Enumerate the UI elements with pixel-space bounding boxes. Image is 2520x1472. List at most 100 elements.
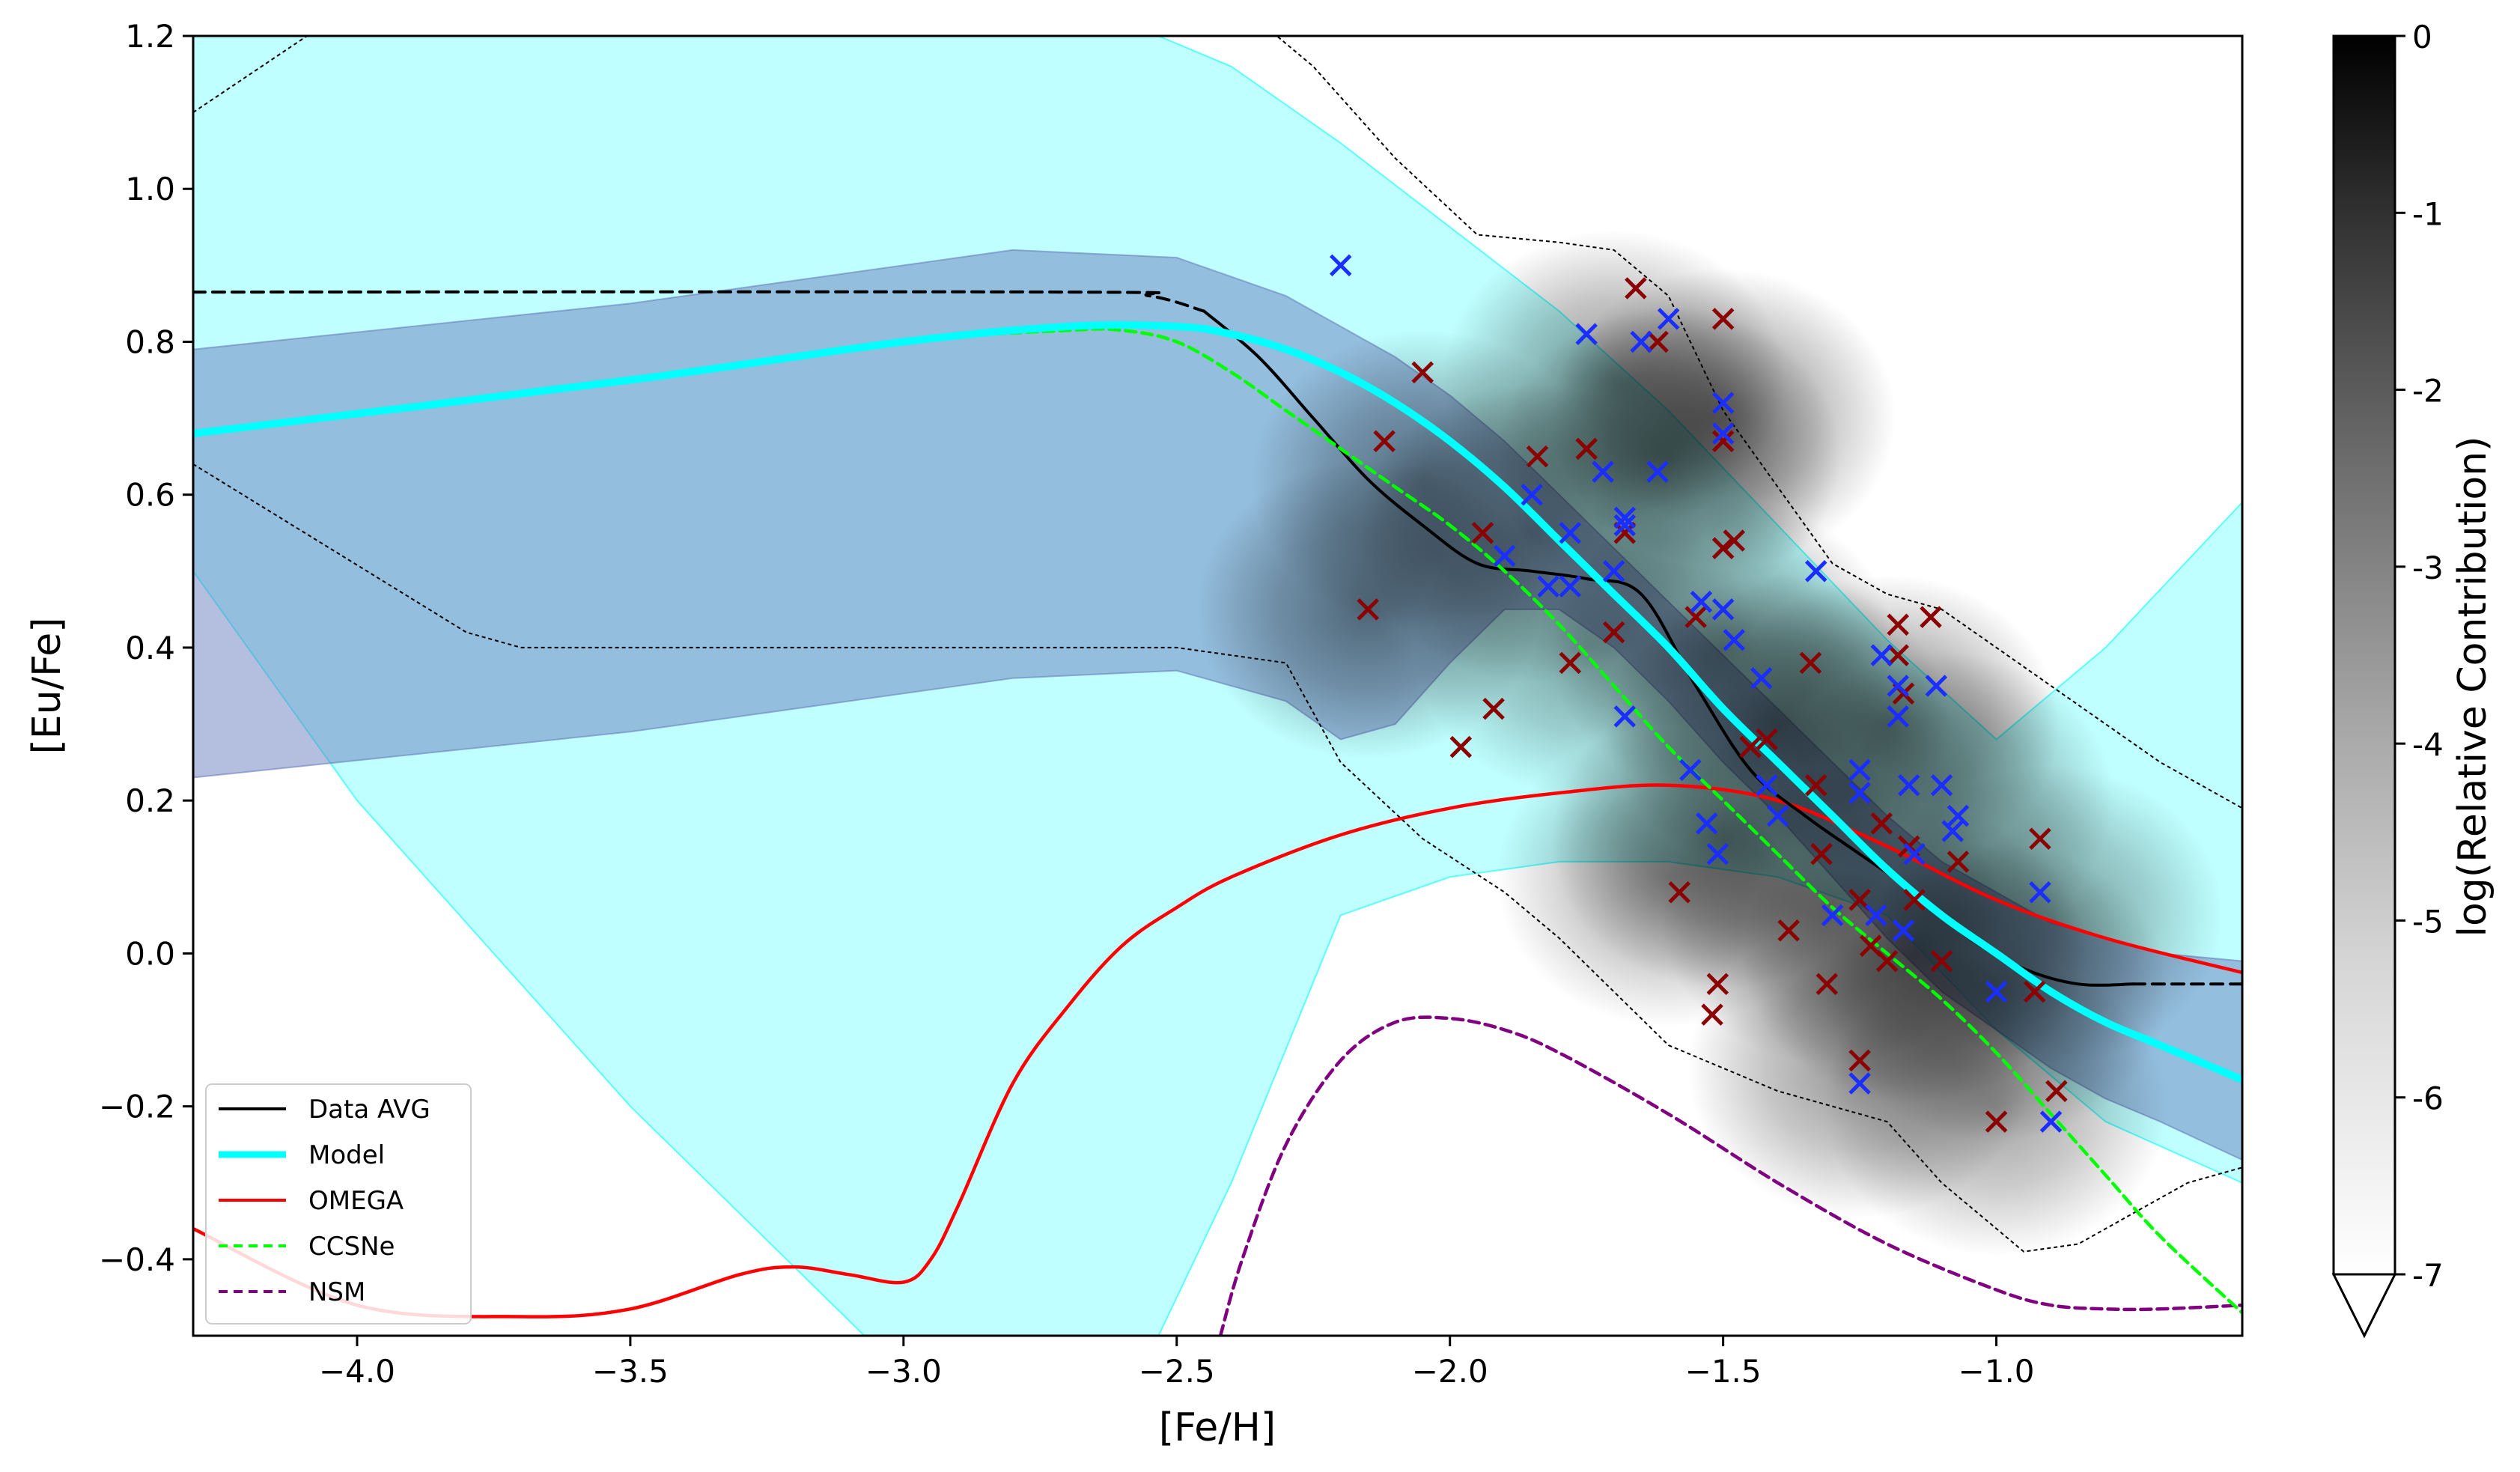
blue-data-point-stroke	[1711, 598, 1735, 621]
colorbar-extend-triangle	[2331, 1273, 2397, 1339]
colorbar-tick-label: -6	[2412, 1080, 2444, 1117]
red-data-point-stroke	[1947, 851, 1970, 873]
red-data-point-stroke	[1482, 697, 1505, 720]
blue-data-point	[1613, 705, 1637, 728]
blue-data-point-stroke	[1723, 628, 1745, 651]
red-data-point-stroke	[1646, 330, 1669, 353]
x-axis-label: [Fe/H]	[1159, 1405, 1276, 1450]
blue-data-point-stroke	[1887, 705, 1909, 728]
blue-data-point-stroke	[1766, 804, 1789, 827]
red-data-point	[1799, 651, 1822, 675]
blue-data-point	[1925, 675, 1948, 697]
legend-label: OMEGA	[308, 1186, 404, 1216]
red-data-point-stroke	[1859, 934, 1882, 957]
colorbar-gradient	[2332, 34, 2396, 1276]
colorbar-tick-label: -5	[2412, 903, 2444, 940]
blue-data-point-stroke	[1559, 575, 1582, 598]
blue-data-point	[1559, 521, 1582, 544]
blue-data-point-stroke	[1613, 506, 1637, 529]
blue-data-point	[1521, 483, 1543, 506]
blue-data-point-stroke	[1657, 308, 1680, 330]
red-data-point-stroke	[1471, 521, 1494, 544]
red-data-point	[1875, 949, 1899, 973]
blue-data-point	[1941, 820, 1964, 842]
red-data-point-stroke	[1373, 430, 1396, 452]
x-tick-label: −3.0	[865, 1353, 942, 1390]
red-data-point	[1870, 812, 1893, 835]
blue-data-point-stroke	[1898, 773, 1920, 797]
red-data-point-stroke	[2023, 980, 2046, 1003]
red-data-point	[1711, 430, 1735, 452]
blue-data-point-stroke	[1559, 521, 1582, 544]
red-data-point-stroke	[1985, 1110, 2008, 1133]
red-data-point	[1526, 445, 1549, 468]
blue-data-point-stroke	[1750, 667, 1773, 690]
red-data-point	[1701, 1003, 1723, 1026]
blue-data-point-stroke	[1646, 460, 1669, 483]
upper-envelope-line	[193, 36, 2242, 809]
red-data-point	[1559, 651, 1582, 675]
blue-data-point	[2039, 1110, 2063, 1133]
red-data-point	[1887, 644, 1909, 666]
blue-data-point	[1711, 422, 1735, 445]
red-data-point-stroke	[1887, 613, 1909, 636]
red-data-point	[1920, 606, 1942, 628]
red-data-point-stroke	[1668, 881, 1691, 904]
blue-data-point	[1706, 842, 1729, 866]
red-data-point-stroke	[1804, 773, 1827, 797]
red-data-point-stroke	[1739, 735, 1762, 758]
blue-data-point-stroke	[1575, 323, 1598, 346]
colorbar-ticks: 0 -1 -2 -3 -4 -5 -6 -7	[2395, 19, 2444, 1294]
x-tick-label: −1.0	[1959, 1353, 2035, 1390]
blue-data-point	[1766, 804, 1789, 827]
blue-data-point-stroke	[1613, 514, 1637, 537]
red-data-point	[1739, 735, 1762, 758]
lower-envelope-line	[193, 463, 2242, 1253]
red-data-point-stroke	[2045, 1080, 2068, 1102]
blue-data-point-stroke	[1892, 919, 1915, 942]
blue-data-point	[1690, 590, 1713, 613]
blue-data-point-stroke	[1602, 560, 1625, 583]
red-data-point-stroke	[1870, 812, 1893, 835]
blue-data-point-stroke	[1706, 842, 1729, 866]
red-data-point	[1816, 973, 1839, 996]
red-data-point-stroke	[1701, 1003, 1723, 1026]
x-tick-label: −2.0	[1412, 1353, 1488, 1390]
blue-data-point-stroke	[1756, 773, 1778, 797]
blue-data-point-stroke	[1930, 773, 1953, 797]
red-data-point	[1575, 437, 1598, 460]
density-blob	[1496, 727, 1841, 1027]
blue-data-point	[1613, 514, 1637, 537]
blue-data-point-stroke	[1537, 575, 1559, 598]
blue-data-point-stroke	[1329, 254, 1352, 277]
legend: Data AVG Model OMEGA CCSNe NSM	[205, 1083, 472, 1325]
red-data-point-stroke	[1887, 644, 1909, 666]
colorbar-tick-label: 0	[2412, 19, 2432, 55]
red-data-point-stroke	[1848, 889, 1871, 911]
x-tick-label: −4.0	[319, 1353, 395, 1390]
data-points	[1329, 254, 2068, 1133]
colorbar: 0 -1 -2 -3 -4 -5 -6 -7 log(Relative Contributio…	[2331, 19, 2495, 1339]
red-data-point	[1449, 735, 1473, 758]
y-tick-label: 0.2	[125, 782, 175, 819]
x-tick-label: −3.5	[592, 1353, 669, 1390]
blue-data-point	[1630, 330, 1652, 353]
red-data-point-stroke	[1357, 598, 1379, 621]
blue-data-point-stroke	[1887, 675, 1909, 697]
blue-data-point	[1848, 782, 1871, 804]
red-data-point-stroke	[1903, 889, 1926, 911]
blue-data-point	[1711, 598, 1735, 621]
blue-data-point	[1537, 575, 1559, 598]
y-tick-label: 0.4	[125, 630, 175, 666]
red-data-point-stroke	[1711, 308, 1735, 330]
red-data-point-stroke	[1930, 949, 1953, 973]
blue-data-point-stroke	[1711, 392, 1735, 414]
blue-data-point-stroke	[1985, 980, 2008, 1003]
legend-label: CCSNe	[308, 1232, 395, 1262]
model-line	[193, 321, 2242, 1083]
blue-data-point-stroke	[1925, 675, 1948, 697]
blue-data-point-stroke	[1941, 820, 1964, 842]
blue-data-point	[1613, 506, 1637, 529]
blue-data-point	[1848, 758, 1871, 782]
colorbar-tick-label: -3	[2412, 550, 2444, 586]
